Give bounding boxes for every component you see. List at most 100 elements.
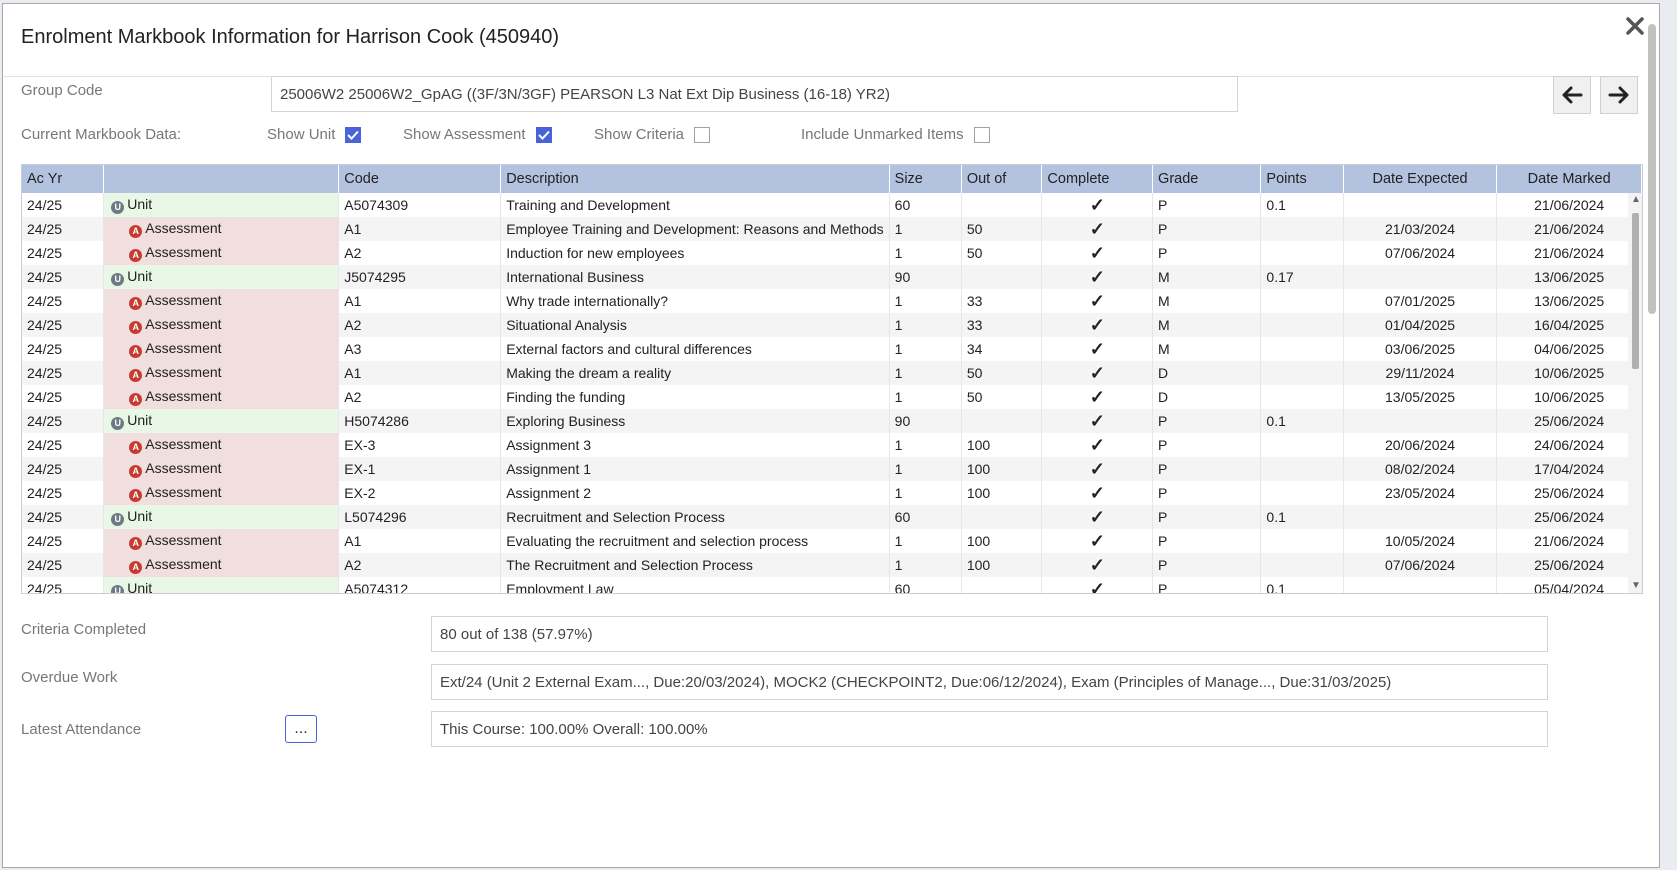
overdue-work-field[interactable]: Ext/24 (Unit 2 External Exam..., Due:20/… — [431, 664, 1548, 700]
cell-expected: 01/04/2025 — [1343, 313, 1498, 337]
col-date-marked[interactable]: Date Marked — [1496, 165, 1642, 193]
col-code[interactable]: Code — [338, 165, 502, 193]
scroll-down-icon[interactable]: ▼ — [1631, 580, 1641, 591]
cell-size: 1 — [889, 385, 962, 409]
grid-scrollbar[interactable]: ▲ ▼ — [1628, 193, 1642, 593]
cell-desc: Exploring Business — [500, 409, 890, 433]
cell-points — [1260, 529, 1344, 553]
criteria-completed-field[interactable]: 80 out of 138 (57.97%) — [431, 616, 1548, 652]
table-row[interactable]: 24/25 A Assessment A1 Evaluating the recruit… — [22, 529, 1642, 553]
cell-type: A Assessment — [103, 241, 340, 265]
cell-expected: 07/06/2024 — [1343, 553, 1498, 577]
table-row[interactable]: 24/25 U Unit A5074312 Employment Law 60 ✓ P 0.1 0… — [22, 577, 1642, 593]
row-type-label: Unit — [127, 412, 153, 428]
col-points[interactable]: Points — [1260, 165, 1344, 193]
table-row[interactable]: 24/25 A Assessment EX-2 Assignment 2 1 100 ✓ P 23… — [22, 481, 1642, 505]
close-button[interactable] — [1623, 14, 1647, 38]
markbook-dialog: Enrolment Markbook Information for Harri… — [2, 3, 1660, 868]
cell-size: 1 — [889, 361, 962, 385]
cell-yr: 24/25 — [22, 409, 105, 433]
table-row[interactable]: 24/25 A Assessment EX-3 Assignment 3 1 100 ✓ P 20… — [22, 433, 1642, 457]
cell-type: A Assessment — [103, 289, 340, 313]
show-assessment-option[interactable]: Show Assessment — [403, 126, 552, 143]
cell-outof — [961, 193, 1043, 217]
table-row[interactable]: 24/25 A Assessment A1 Making the dream a rea… — [22, 361, 1642, 385]
table-row[interactable]: 24/25 A Assessment A2 Finding the funding 1 50… — [22, 385, 1642, 409]
cell-code: A1 — [338, 529, 502, 553]
table-row[interactable]: 24/25 A Assessment A2 Induction for new empl… — [22, 241, 1642, 265]
show-unit-option[interactable]: Show Unit — [267, 126, 362, 143]
cell-code: A1 — [338, 361, 502, 385]
cell-complete: ✓ — [1041, 577, 1154, 593]
table-row[interactable]: 24/25 U Unit L5074296 Recruitment and Select… — [22, 505, 1642, 529]
cell-marked: 21/06/2024 — [1496, 529, 1642, 553]
show-assessment-label: Show Assessment — [403, 126, 526, 143]
table-row[interactable]: 24/25 A Assessment A2 Situational Analysis 1 3… — [22, 313, 1642, 337]
cell-code: A3 — [338, 337, 502, 361]
table-row[interactable]: 24/25 A Assessment A3 External factors and c… — [22, 337, 1642, 361]
cell-complete: ✓ — [1041, 409, 1154, 433]
table-row[interactable]: 24/25 A Assessment A1 Employee Training and … — [22, 217, 1642, 241]
show-assessment-checkbox[interactable] — [535, 126, 552, 143]
cell-marked: 05/04/2024 — [1496, 577, 1642, 593]
cell-points — [1260, 217, 1344, 241]
dialog-header: Enrolment Markbook Information for Harri… — [3, 4, 1639, 77]
cell-type: A Assessment — [103, 337, 340, 361]
cell-type: U Unit — [103, 577, 340, 593]
assessment-badge-icon: A — [129, 465, 143, 478]
row-type-label: Assessment — [145, 532, 222, 548]
cell-yr: 24/25 — [22, 193, 105, 217]
cell-size: 1 — [889, 457, 962, 481]
row-type-label: Unit — [127, 268, 153, 284]
cell-outof: 34 — [961, 337, 1043, 361]
assessment-badge-icon: A — [129, 489, 143, 502]
cell-yr: 24/25 — [22, 577, 105, 593]
col-type[interactable] — [103, 165, 340, 193]
show-criteria-checkbox[interactable] — [694, 126, 711, 143]
cell-desc: Employee Training and Development: Reaso… — [500, 217, 890, 241]
cell-code: A1 — [338, 289, 502, 313]
table-row[interactable]: 24/25 A Assessment A1 Why trade internationa… — [22, 289, 1642, 313]
show-criteria-option[interactable]: Show Criteria — [594, 126, 711, 143]
cell-outof — [961, 409, 1043, 433]
col-date-expected[interactable]: Date Expected — [1343, 165, 1498, 193]
cell-points — [1260, 241, 1344, 265]
col-description[interactable]: Description — [500, 165, 890, 193]
latest-attendance-field[interactable]: This Course: 100.00% Overall: 100.00% — [431, 711, 1548, 747]
table-row[interactable]: 24/25 A Assessment EX-1 Assignment 1 1 100 ✓ P 08… — [22, 457, 1642, 481]
cell-desc: Evaluating the recruitment and selection… — [500, 529, 890, 553]
table-row[interactable]: 24/25 U Unit J5074295 International Business… — [22, 265, 1642, 289]
next-button[interactable] — [1600, 76, 1638, 114]
cell-type: U Unit — [103, 505, 340, 529]
table-row[interactable]: 24/25 U Unit H5074286 Exploring Business 90 ✓ P… — [22, 409, 1642, 433]
cell-outof — [961, 577, 1043, 593]
attendance-more-button[interactable]: ... — [285, 715, 317, 743]
group-code-field[interactable]: 25006W2 25006W2_GpAG ((3F/3N/3GF) PEARSO… — [271, 76, 1238, 112]
table-row[interactable]: 24/25 U Unit A5074309 Training and Developme… — [22, 193, 1642, 217]
include-unmarked-option[interactable]: Include Unmarked Items — [801, 126, 990, 143]
cell-outof: 50 — [961, 361, 1043, 385]
col-complete[interactable]: Complete — [1041, 165, 1154, 193]
unit-badge-icon: U — [111, 417, 125, 430]
col-grade[interactable]: Grade — [1152, 165, 1262, 193]
cell-type: A Assessment — [103, 481, 340, 505]
col-ac-yr[interactable]: Ac Yr — [22, 165, 105, 193]
col-out-of[interactable]: Out of — [961, 165, 1043, 193]
include-unmarked-checkbox[interactable] — [973, 126, 990, 143]
grid-scrollbar-thumb[interactable] — [1632, 213, 1639, 369]
cell-size: 1 — [889, 529, 962, 553]
cell-grade: D — [1152, 361, 1262, 385]
cell-type: U Unit — [103, 409, 340, 433]
scroll-up-icon[interactable]: ▲ — [1631, 194, 1641, 205]
cell-grade: P — [1152, 217, 1262, 241]
dialog-scrollbar-thumb[interactable] — [1648, 24, 1656, 314]
col-size[interactable]: Size — [889, 165, 962, 193]
cell-complete: ✓ — [1041, 505, 1154, 529]
show-unit-checkbox[interactable] — [345, 126, 362, 143]
dialog-scrollbar[interactable] — [1645, 16, 1659, 861]
row-type-label: Assessment — [145, 388, 222, 404]
table-row[interactable]: 24/25 A Assessment A2 The Recruitment and Se… — [22, 553, 1642, 577]
previous-button[interactable] — [1553, 76, 1591, 114]
cell-complete: ✓ — [1041, 193, 1154, 217]
cell-type: U Unit — [103, 265, 340, 289]
